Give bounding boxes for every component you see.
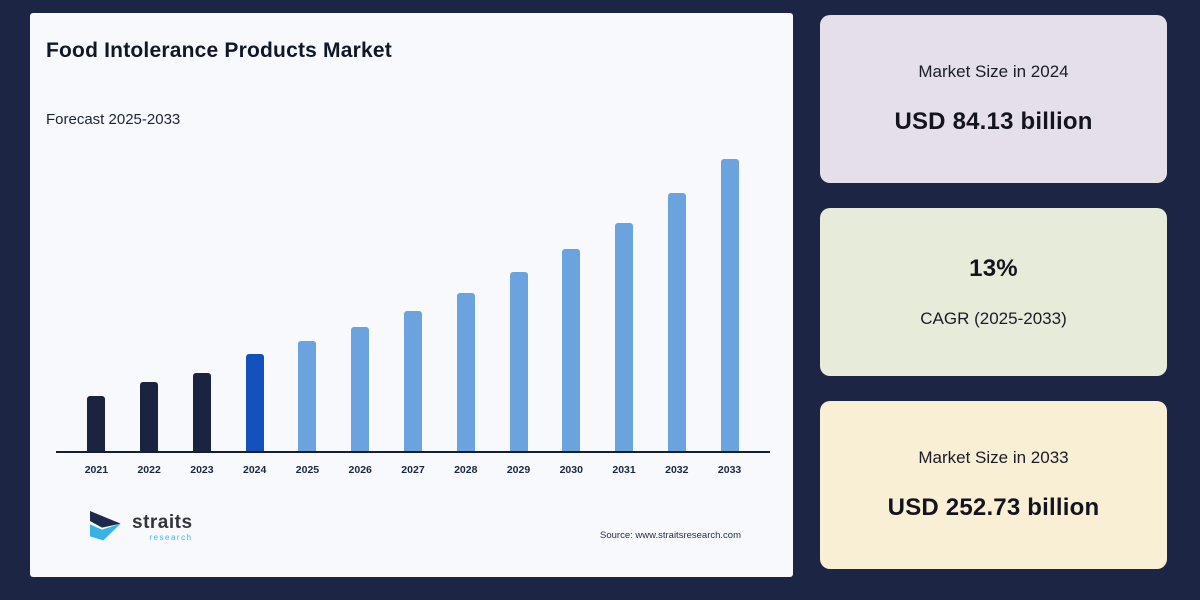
page-title: Food Intolerance Products Market [46,39,392,62]
bar-2028 [456,293,475,451]
bar-2022 [140,382,159,451]
bar-slot-2022 [123,151,176,451]
axis-label-2031: 2031 [612,464,636,476]
bar-2027 [403,311,422,451]
axis-label-2028: 2028 [454,464,478,476]
card-title: Market Size in 2024 [918,62,1069,81]
bar-2033 [720,159,739,451]
bar-slot-2028 [439,151,492,451]
bar-2032 [667,193,686,451]
bar-2023 [192,373,211,451]
axis-label-2025: 2025 [295,464,320,476]
bar-2026 [351,327,370,451]
axis-label-2022: 2022 [137,464,161,476]
card-title: Market Size in 2033 [918,448,1069,467]
card-value: USD 84.13 billion [894,108,1093,135]
chart-panel: Food Intolerance Products Market Forecas… [30,13,793,577]
axis-label-2030: 2030 [559,464,583,476]
bar-slot-2025 [281,151,334,451]
bar-2029 [509,272,528,451]
logo-sub-text: research [149,533,193,542]
bar-slot-2031 [598,151,651,451]
bar-slot-2026 [334,151,387,451]
forecast-subtitle: Forecast 2025-2033 [46,111,181,128]
bar-2025 [298,341,317,451]
axis-label-2026: 2026 [348,464,372,476]
straits-logo-icon [90,511,121,541]
bar-slot-2021 [70,151,123,451]
source-attribution: Source: www.straitsresearch.com [600,530,741,541]
axis-label-2021: 2021 [84,464,109,476]
bar-2031 [615,223,634,451]
bar-chart: 2021 2022 2023 2024 2025 2026 2027 2028 2029 2030… [56,151,770,478]
bar-slot-2029 [492,151,545,451]
bar-slot-2032 [650,151,703,451]
axis-label-2033: 2033 [717,464,742,476]
bar-2024 [245,354,264,451]
stat-card-market-size-2024: Market Size in 2024 USD 84.13 billion [820,15,1167,183]
bar-slot-2027 [387,151,440,451]
axis-label-2024: 2024 [243,464,267,476]
stat-card-cagr: 13% CAGR (2025-2033) [820,208,1167,376]
bar-2021 [87,396,106,451]
card-value: USD 252.73 billion [887,494,1100,521]
straits-research-logo: straits research [86,507,193,547]
x-axis-labels: 2021 2022 2023 2024 2025 2026 2027 2028 2029 2030… [56,460,770,478]
bar-chart-plot-area [56,151,770,453]
bar-slot-2033 [703,151,756,451]
bar-slot-2030 [545,151,598,451]
stat-card-market-size-2033: Market Size in 2033 USD 252.73 billion [820,401,1167,569]
axis-label-2029: 2029 [506,464,531,476]
axis-label-2023: 2023 [190,464,214,476]
card-title: CAGR (2025-2033) [920,309,1067,328]
axis-label-2027: 2027 [401,464,425,476]
bar-2030 [562,249,581,451]
card-value: 13% [969,255,1018,282]
logo-name-text: straits [132,512,193,533]
stat-cards: Market Size in 2024 USD 84.13 billion 13… [820,15,1167,569]
bar-slot-2023 [176,151,229,451]
bar-slot-2024 [228,151,281,451]
axis-label-2032: 2032 [665,464,689,476]
